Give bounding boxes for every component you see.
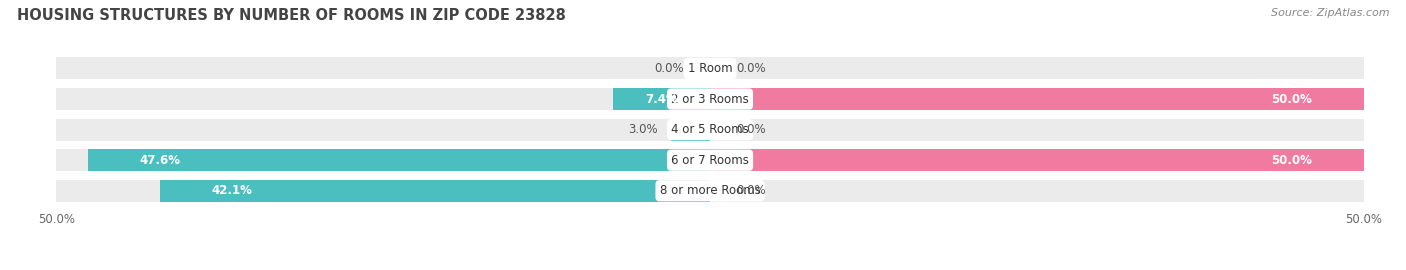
Bar: [56, 88, 1364, 110]
Text: 2 or 3 Rooms: 2 or 3 Rooms: [671, 93, 749, 106]
Text: HOUSING STRUCTURES BY NUMBER OF ROOMS IN ZIP CODE 23828: HOUSING STRUCTURES BY NUMBER OF ROOMS IN…: [17, 8, 565, 23]
Text: 0.0%: 0.0%: [737, 123, 766, 136]
Bar: [56, 58, 1364, 79]
Text: 50.0%: 50.0%: [1271, 93, 1312, 106]
Text: 0.0%: 0.0%: [654, 62, 683, 75]
Legend: Owner-occupied, Renter-occupied: Owner-occupied, Renter-occupied: [572, 266, 848, 270]
Text: 7.4%: 7.4%: [645, 93, 678, 106]
Text: 47.6%: 47.6%: [141, 154, 181, 167]
Bar: [56, 180, 1364, 202]
Text: 0.0%: 0.0%: [737, 184, 766, 197]
Text: Source: ZipAtlas.com: Source: ZipAtlas.com: [1271, 8, 1389, 18]
Text: 4 or 5 Rooms: 4 or 5 Rooms: [671, 123, 749, 136]
Text: 1 Room: 1 Room: [688, 62, 733, 75]
Bar: [159, 180, 710, 202]
Text: 8 or more Rooms: 8 or more Rooms: [659, 184, 761, 197]
Bar: [56, 149, 1364, 171]
Text: 3.0%: 3.0%: [628, 123, 658, 136]
Bar: [87, 149, 710, 171]
Text: 0.0%: 0.0%: [737, 62, 766, 75]
Text: 50.0%: 50.0%: [1271, 154, 1312, 167]
Bar: [613, 88, 710, 110]
Bar: [710, 88, 1364, 110]
Bar: [56, 119, 1364, 141]
Bar: [671, 119, 710, 141]
Text: 6 or 7 Rooms: 6 or 7 Rooms: [671, 154, 749, 167]
Text: 42.1%: 42.1%: [212, 184, 253, 197]
Bar: [710, 149, 1364, 171]
